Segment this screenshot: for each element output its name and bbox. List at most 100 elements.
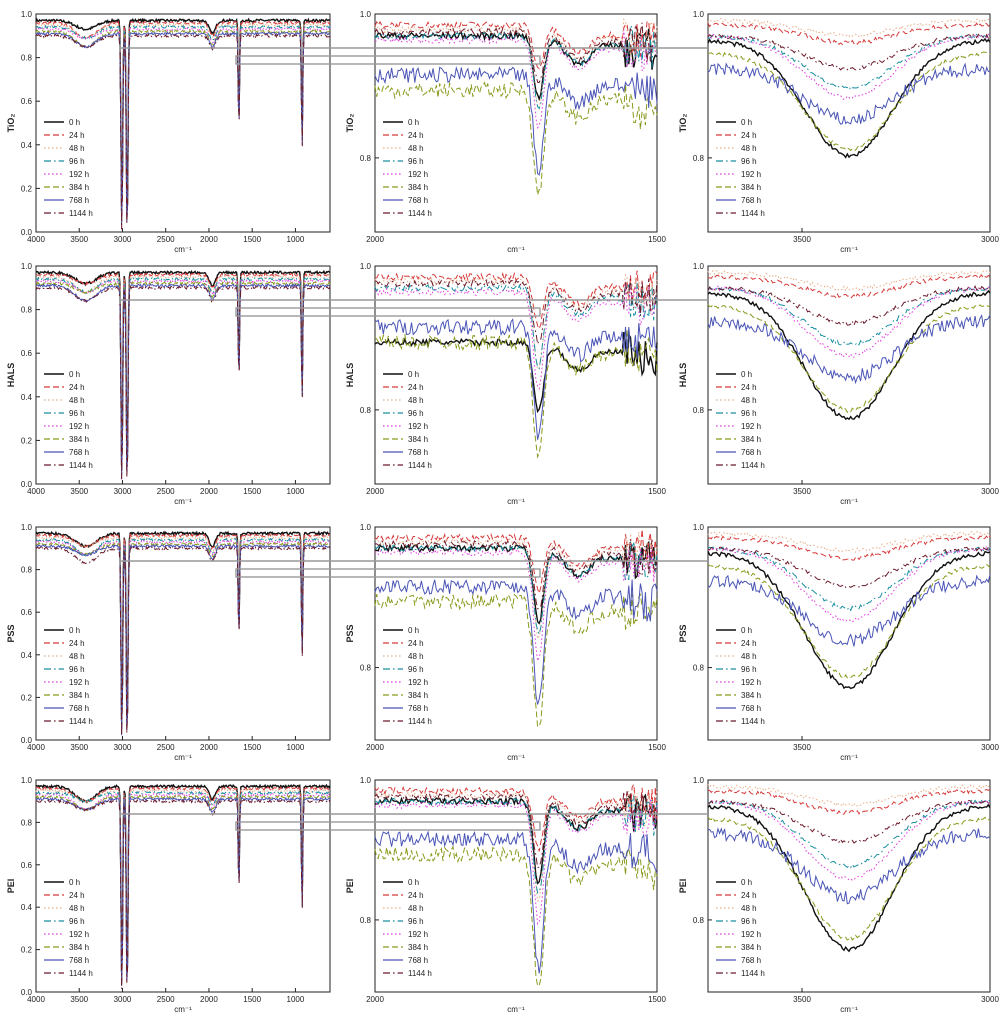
x-tick-label: 2000 bbox=[200, 487, 218, 496]
x-axis-label: cm⁻¹ bbox=[174, 1005, 192, 1014]
spectrum-line bbox=[374, 540, 658, 625]
spectrum-line bbox=[707, 314, 991, 385]
x-tick-label: 1000 bbox=[287, 995, 305, 1004]
plot-frame bbox=[35, 265, 331, 485]
legend-entry: 24 h bbox=[741, 383, 757, 392]
legend-entry: 1144 h bbox=[741, 461, 765, 470]
legend-entry: 48 h bbox=[69, 652, 85, 661]
y-tick-label: 0.2 bbox=[21, 184, 33, 193]
spectrum-line bbox=[35, 276, 331, 471]
legend-entry: 48 h bbox=[408, 144, 424, 153]
x-tick-label: 1500 bbox=[243, 235, 261, 244]
spectrum-line bbox=[35, 274, 331, 469]
panel-hals-2: 1.0 0.8 2000 1500 cm⁻¹ HALS 0 h 24 h 48 h 96 h 192… bbox=[345, 262, 666, 506]
y-tick-label: 1.0 bbox=[360, 10, 372, 19]
legend-entry: 48 h bbox=[69, 396, 85, 405]
spectrum-line bbox=[707, 535, 991, 561]
x-tick-label: 2000 bbox=[200, 995, 218, 1004]
legend-entry: 48 h bbox=[741, 396, 757, 405]
plot-frame bbox=[35, 13, 331, 233]
plot-frame bbox=[374, 526, 658, 741]
y-tick-label: 0.6 bbox=[21, 349, 33, 358]
x-tick-label: 1500 bbox=[243, 995, 261, 1004]
spectrum-line bbox=[707, 788, 991, 816]
legend-entry: 384 h bbox=[741, 183, 761, 192]
legend-entry: 96 h bbox=[741, 665, 757, 674]
spectrum-line bbox=[35, 32, 331, 230]
legend-entry: 192 h bbox=[69, 678, 89, 687]
spectrum-line bbox=[35, 17, 331, 212]
x-tick-label: 3000 bbox=[114, 235, 132, 244]
plot-frame bbox=[707, 779, 991, 993]
panel-hals-3: 1.0 0.8 3500 3000 cm⁻¹ HALS 0 h 24 h 48 h 96 h 192… bbox=[678, 262, 999, 506]
legend-entry: 0 h bbox=[741, 878, 752, 887]
spectrum-line bbox=[374, 318, 658, 440]
y-tick-label: 0.2 bbox=[21, 693, 33, 702]
x-tick-label: 1500 bbox=[648, 995, 666, 1004]
x-tick-label: 1000 bbox=[287, 235, 305, 244]
legend-entry: 1144 h bbox=[408, 969, 432, 978]
y-tick-label: 0.0 bbox=[21, 736, 33, 745]
x-tick-label: 4000 bbox=[27, 235, 45, 244]
legend-entry: 24 h bbox=[69, 639, 85, 648]
y-tick-label: 0.8 bbox=[693, 916, 705, 925]
legend-entry: 384 h bbox=[408, 435, 428, 444]
legend-entry: 192 h bbox=[69, 422, 89, 431]
legend-entry: 24 h bbox=[408, 383, 424, 392]
legend-entry: 48 h bbox=[741, 652, 757, 661]
x-axis-label: cm⁻¹ bbox=[840, 753, 858, 762]
x-axis-label: cm⁻¹ bbox=[507, 245, 525, 254]
y-tick-label: 1.0 bbox=[693, 523, 705, 532]
legend-entry: 1144 h bbox=[69, 969, 93, 978]
panel-pss-3: 1.0 0.8 3500 3000 cm⁻¹ PSS 0 h 24 h 48 h 96 h 192 … bbox=[678, 523, 999, 762]
plot-frame bbox=[707, 265, 991, 485]
legend-entry: 384 h bbox=[741, 943, 761, 952]
y-tick-label: 0.0 bbox=[21, 480, 33, 489]
x-tick-label: 1500 bbox=[648, 235, 666, 244]
legend-entry: 384 h bbox=[69, 691, 89, 700]
legend-entry: 768 h bbox=[408, 448, 428, 457]
plot-frame bbox=[707, 13, 991, 233]
x-axis-label: cm⁻¹ bbox=[174, 497, 192, 506]
legend-entry: 1144 h bbox=[69, 717, 93, 726]
y-tick-label: 0.8 bbox=[693, 154, 705, 163]
y-tick-label: 0.8 bbox=[693, 406, 705, 415]
legend-entry: 0 h bbox=[408, 118, 419, 127]
y-tick-label: 1.0 bbox=[21, 10, 33, 19]
x-tick-label: 3500 bbox=[793, 235, 811, 244]
y-axis-label: TiO₂ bbox=[678, 114, 688, 133]
legend-entry: 192 h bbox=[741, 930, 761, 939]
spectrum-line bbox=[707, 33, 991, 100]
spectrum-line bbox=[374, 283, 658, 370]
legend-entry: 96 h bbox=[69, 157, 85, 166]
spectrum-line bbox=[35, 790, 331, 981]
spectrum-line bbox=[707, 62, 991, 125]
x-tick-label: 3500 bbox=[793, 487, 811, 496]
legend-entry: 96 h bbox=[408, 409, 424, 418]
y-tick-label: 1.0 bbox=[21, 523, 33, 532]
spectrum-line bbox=[707, 18, 991, 38]
spectrum-line bbox=[374, 22, 658, 84]
panel-tio-3: 1.0 0.8 3500 3000 cm⁻¹ TiO₂ 0 h 24 h 48 h 96 h 192… bbox=[678, 10, 999, 254]
legend-entry: 768 h bbox=[69, 448, 89, 457]
y-tick-label: 0.4 bbox=[21, 393, 33, 402]
legend-entry: 24 h bbox=[741, 639, 757, 648]
x-tick-label: 2000 bbox=[366, 743, 384, 752]
spectrum-line bbox=[374, 278, 658, 346]
spectrum-line bbox=[707, 289, 991, 421]
x-axis-label: cm⁻¹ bbox=[174, 245, 192, 254]
legend-entry: 96 h bbox=[741, 917, 757, 926]
y-tick-label: 1.0 bbox=[693, 776, 705, 785]
legend-entry: 0 h bbox=[741, 370, 752, 379]
legend-entry: 384 h bbox=[741, 691, 761, 700]
x-tick-label: 2500 bbox=[157, 743, 175, 752]
x-tick-label: 4000 bbox=[27, 487, 45, 496]
y-axis-label: TiO₂ bbox=[6, 114, 16, 133]
legend-entry: 192 h bbox=[408, 678, 428, 687]
legend-entry: 384 h bbox=[69, 435, 89, 444]
legend-entry: 96 h bbox=[408, 917, 424, 926]
legend-entry: 192 h bbox=[408, 422, 428, 431]
panel-pei-2: 1.0 0.8 2000 1500 cm⁻¹ PEI 0 h 24 h 48 h 96 h 192 … bbox=[345, 776, 666, 1014]
